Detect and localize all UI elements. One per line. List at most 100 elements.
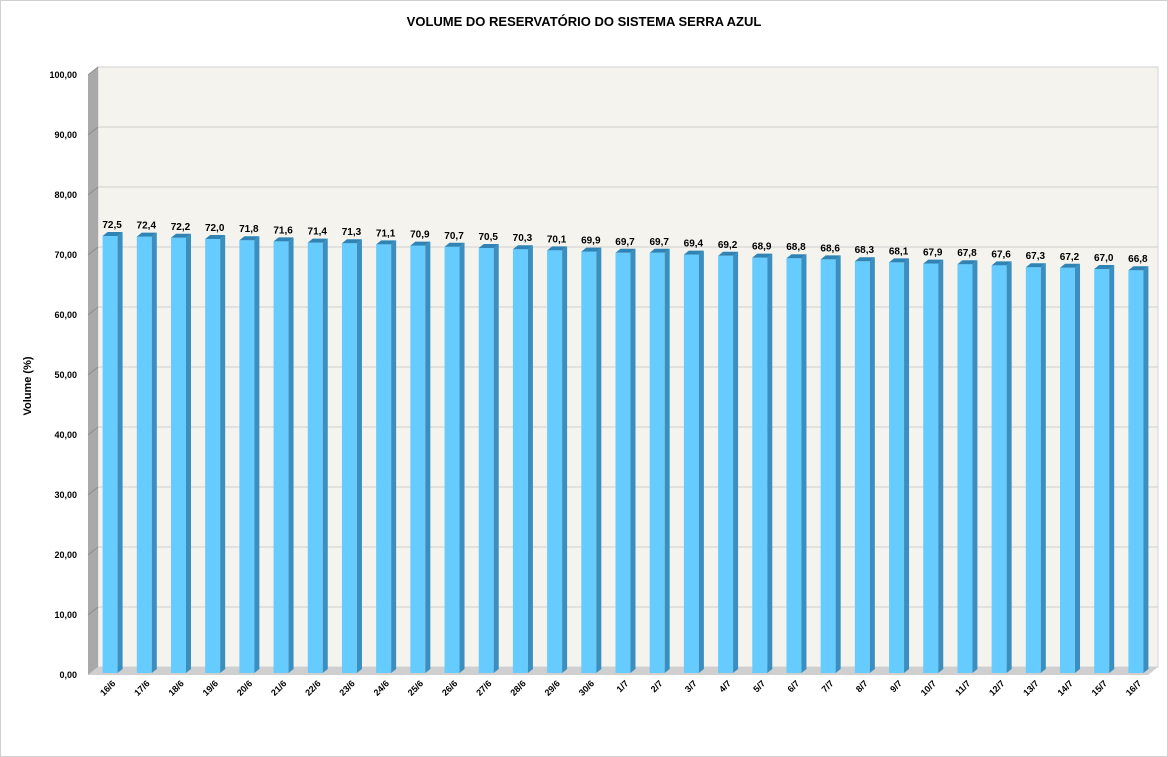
x-tick-label: 30/6	[577, 678, 596, 697]
x-tick-label: 17/6	[132, 678, 151, 697]
x-tick-label: 26/6	[440, 678, 459, 697]
bar	[854, 261, 870, 673]
gridline-side	[87, 66, 99, 76]
x-tick-label: 7/7	[820, 678, 836, 694]
y-tick-label: 90,00	[54, 130, 77, 140]
bar-side	[1109, 265, 1115, 673]
bar	[136, 236, 152, 673]
bar-side	[972, 260, 978, 673]
bar	[410, 245, 426, 673]
bar-top	[786, 254, 807, 259]
data-label: 69,2	[718, 240, 738, 251]
x-tick-label: 27/6	[474, 678, 493, 697]
bar-top	[273, 237, 294, 242]
y-tick-label: 40,00	[54, 430, 77, 440]
data-label: 69,4	[684, 239, 704, 250]
bar-top	[410, 241, 431, 246]
x-tick-label: 20/6	[235, 678, 254, 697]
x-tick-label: 6/7	[785, 678, 801, 694]
x-tick-label: 18/6	[166, 678, 185, 697]
data-label: 70,1	[547, 234, 567, 245]
bar	[547, 250, 563, 673]
bar-side	[220, 235, 226, 673]
bar	[581, 251, 597, 673]
bar-top	[547, 246, 568, 251]
data-label: 71,8	[239, 224, 259, 235]
gridline-side	[87, 186, 99, 196]
bar	[889, 262, 905, 673]
data-label: 72,0	[205, 223, 225, 234]
data-label: 70,5	[478, 232, 498, 243]
x-tick-label: 15/7	[1090, 678, 1109, 697]
gridline-side	[87, 246, 99, 256]
bar	[718, 255, 734, 674]
bar-top	[1025, 263, 1046, 268]
data-label: 72,4	[137, 221, 157, 232]
bar	[444, 246, 460, 674]
bar-top	[1094, 265, 1115, 269]
bar-top	[820, 255, 841, 260]
data-label: 69,7	[649, 237, 669, 248]
x-tick-label: 22/6	[303, 678, 322, 697]
bar-top	[376, 240, 397, 245]
chart-title: VOLUME DO RESERVATÓRIO DO SISTEMA SERRA …	[407, 14, 762, 29]
x-tick-label: 3/7	[683, 678, 699, 694]
bar-side	[425, 241, 431, 673]
gridline-side	[87, 126, 99, 136]
x-tick-label: 14/7	[1055, 678, 1074, 697]
bar-side	[459, 242, 465, 674]
x-tick-label: 19/6	[201, 678, 220, 697]
bar-top	[478, 244, 499, 248]
bar-top	[991, 261, 1012, 266]
data-label: 69,7	[615, 237, 635, 248]
data-label: 68,8	[786, 242, 806, 253]
bar-side	[767, 253, 773, 673]
bar-top	[444, 242, 465, 247]
gridline-side	[87, 366, 99, 376]
bar	[683, 254, 699, 673]
data-label: 68,6	[820, 243, 840, 254]
bar	[307, 242, 323, 673]
y-axis-label: Volume (%)	[22, 356, 34, 415]
bar-top	[957, 260, 978, 265]
bar-top	[752, 253, 773, 258]
bar-top	[170, 233, 191, 238]
gridline-side	[87, 426, 99, 436]
bar-side	[1075, 263, 1081, 673]
bar-side	[288, 237, 294, 673]
bar-top	[307, 238, 328, 243]
bar	[341, 243, 357, 673]
y-tick-label: 60,00	[54, 310, 77, 320]
bar	[170, 237, 186, 674]
data-label: 67,3	[1026, 251, 1046, 262]
bar-side	[801, 254, 807, 673]
bar-side	[835, 255, 841, 673]
data-label: 67,2	[1060, 252, 1080, 263]
bar-top	[923, 259, 944, 264]
gridline-side	[87, 306, 99, 316]
bar-side	[698, 250, 704, 673]
y-tick-label: 30,00	[54, 490, 77, 500]
bar-side	[1040, 263, 1046, 673]
bar-top	[649, 248, 670, 253]
bar	[205, 239, 221, 673]
y-tick-label: 20,00	[54, 550, 77, 560]
bar-side	[904, 258, 910, 673]
bar	[478, 248, 494, 673]
bar-side	[596, 247, 602, 673]
bar	[1128, 270, 1144, 673]
data-label: 67,6	[991, 249, 1011, 260]
data-label: 68,3	[855, 245, 875, 256]
data-label: 71,1	[376, 228, 396, 239]
bar	[923, 263, 939, 673]
bar	[376, 244, 392, 673]
x-tick-label: 1/7	[614, 678, 630, 694]
bar-top	[718, 251, 739, 256]
bar-top	[889, 258, 910, 263]
data-label: 71,4	[308, 227, 328, 238]
gridline-side	[87, 546, 99, 556]
x-tick-label: 28/6	[508, 678, 527, 697]
data-label: 71,3	[342, 227, 362, 238]
data-label: 72,5	[102, 220, 122, 231]
